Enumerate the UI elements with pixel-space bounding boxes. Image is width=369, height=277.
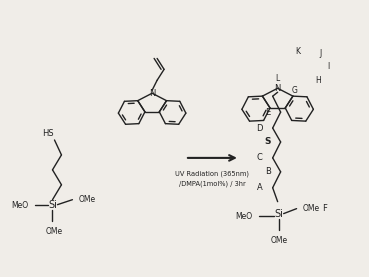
Text: J: J xyxy=(320,49,322,58)
Text: B: B xyxy=(265,167,271,176)
Text: UV Radiation (365nm): UV Radiation (365nm) xyxy=(175,171,249,177)
Text: MeO: MeO xyxy=(11,201,28,210)
Text: Si: Si xyxy=(48,200,57,210)
Text: L: L xyxy=(276,74,280,83)
Text: OMe: OMe xyxy=(303,204,320,213)
Text: N: N xyxy=(275,84,281,93)
Text: N: N xyxy=(149,89,155,98)
Text: MeO: MeO xyxy=(236,212,253,221)
Text: E: E xyxy=(265,108,271,117)
Text: OMe: OMe xyxy=(271,235,288,245)
Text: A: A xyxy=(257,183,263,192)
Text: F: F xyxy=(323,204,327,213)
Text: OMe: OMe xyxy=(78,195,96,204)
Text: D: D xyxy=(256,124,263,133)
Text: I: I xyxy=(327,62,330,71)
Text: C: C xyxy=(257,153,263,162)
Text: S: S xyxy=(264,137,271,147)
Text: K: K xyxy=(295,47,300,57)
Text: G: G xyxy=(292,86,297,95)
Text: H: H xyxy=(315,76,321,85)
Text: HS: HS xyxy=(42,129,54,138)
Text: Si: Si xyxy=(274,209,283,219)
Text: /DMPA(1mol%) / 3hr: /DMPA(1mol%) / 3hr xyxy=(179,181,246,187)
Text: OMe: OMe xyxy=(46,227,63,235)
